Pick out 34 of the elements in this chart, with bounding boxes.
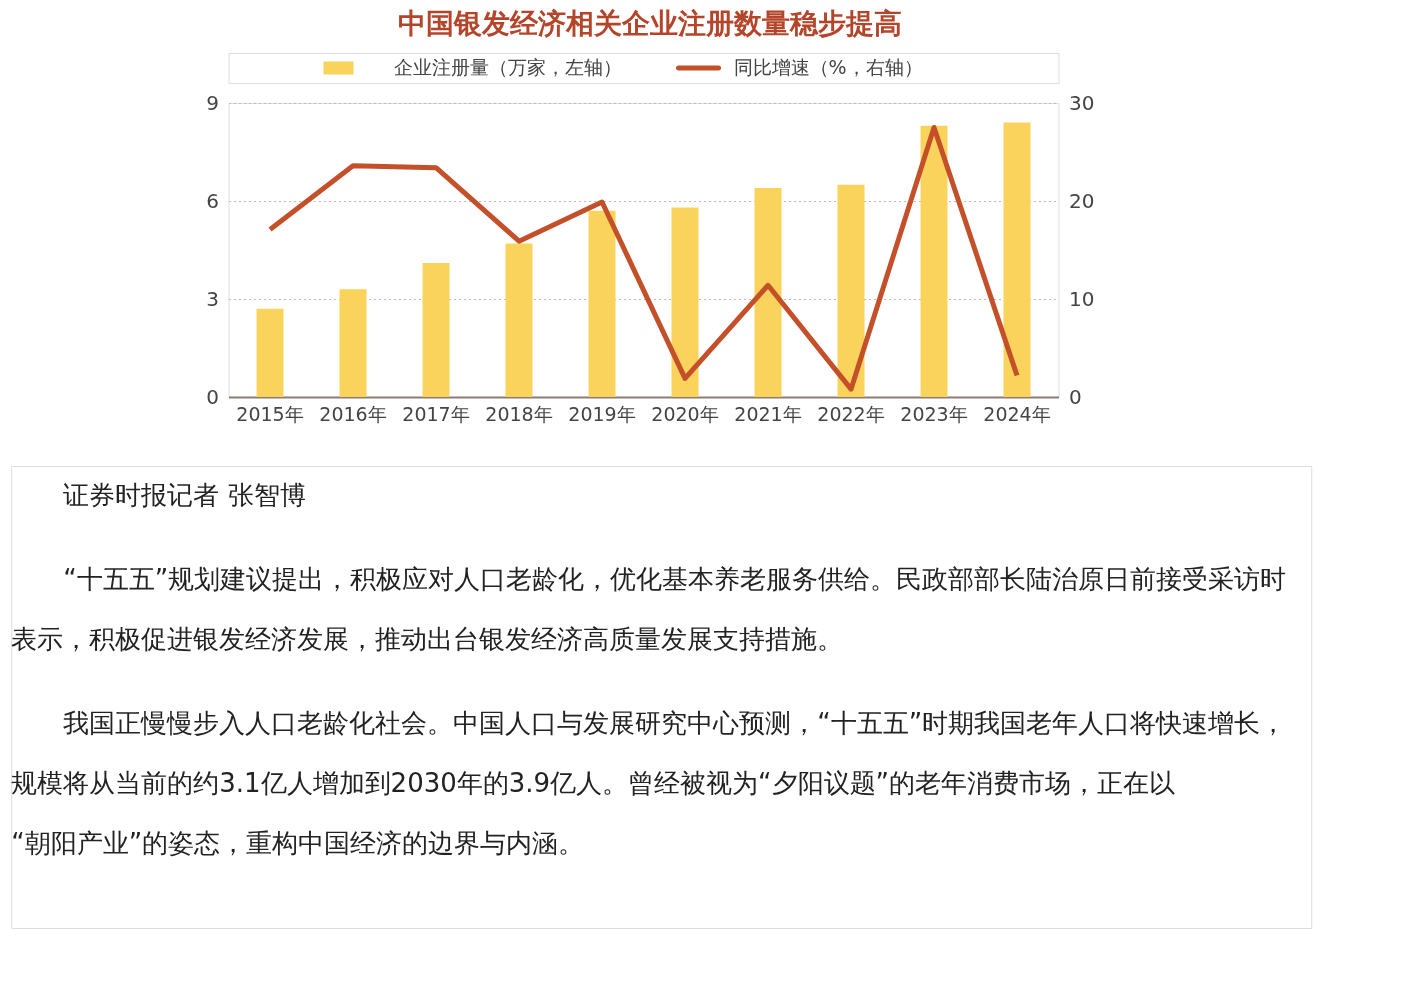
text: 我国正慢慢步入人口老龄化社会。中国人口与发展研究中心预测，“十五五”时期我国老年人口将快速增长，规模将从当前的约3.1亿人增加到2030年的3.9亿人。曾经被视为“夕阳议题”的老年消费市场，正在以“朝阳产业”的姿态，重构中国经济的边界与内涵。 [11, 708, 1287, 858]
legend-label: 同比增速（%，右轴） [733, 56, 923, 78]
y2-tick-label: 10 [1069, 286, 1095, 311]
chart-title: 中国银发经济相关企业注册数量稳步提高 [397, 6, 902, 40]
x-tick-label: 2022年 [817, 402, 885, 425]
x-tick-label: 2017年 [402, 402, 470, 425]
y-tick-label: 0 [206, 384, 220, 409]
x-tick-label: 2023年 [900, 402, 968, 425]
x-tick-label: 2020年 [651, 402, 719, 425]
bar [837, 184, 865, 397]
bar [1003, 122, 1031, 397]
x-tick-label: 2016年 [319, 402, 387, 425]
text: “十五五”规划建议提出，积极应对人口老龄化，优化基本养老服务供给。民政部部长陆治原日前接受采访时表示，积极促进银发经济发展，推动出台银发经济高质量发展支持措施。 [11, 564, 1287, 654]
legend-label: 企业注册量（万家，左轴） [393, 56, 622, 78]
y-tick-label: 6 [206, 188, 220, 213]
y2-tick-label: 30 [1069, 90, 1095, 115]
bar [339, 289, 367, 397]
x-tick-label: 2018年 [485, 402, 553, 425]
y-tick-label: 3 [206, 286, 220, 311]
bar [671, 207, 699, 397]
bar [588, 210, 616, 397]
x-tick-label: 2015年 [236, 402, 304, 425]
bar [505, 243, 533, 397]
x-tick-label: 2019年 [568, 402, 636, 425]
text: 证券时报记者 张智博 [63, 480, 306, 510]
x-tick-label: 2024年 [983, 402, 1051, 425]
bar [256, 308, 284, 397]
bar [920, 125, 948, 397]
y-tick-label: 9 [206, 90, 220, 115]
y2-tick-label: 20 [1069, 188, 1095, 213]
bar [422, 263, 450, 397]
y2-tick-label: 0 [1069, 384, 1082, 409]
bar [754, 187, 782, 397]
x-tick-label: 2021年 [734, 402, 802, 425]
